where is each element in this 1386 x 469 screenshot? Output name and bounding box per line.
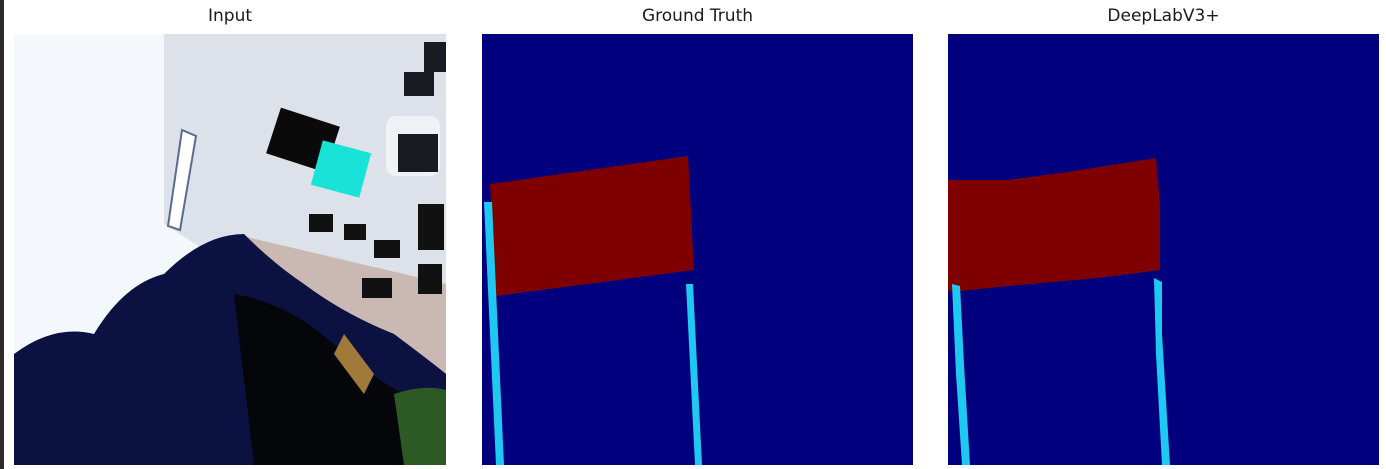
- prediction-title: DeepLabV3+: [1107, 6, 1220, 26]
- input-image: [14, 34, 446, 465]
- prediction-panel: DeepLabV3+: [948, 0, 1379, 469]
- input-title: Input: [207, 6, 253, 26]
- prediction-mask: [948, 34, 1379, 465]
- ground-truth-mask: [482, 34, 913, 465]
- ground-truth-panel: Ground Truth: [482, 0, 913, 469]
- input-panel: Input: [14, 0, 446, 469]
- window-edge: [0, 0, 4, 469]
- ground-truth-title: Ground Truth: [641, 6, 754, 26]
